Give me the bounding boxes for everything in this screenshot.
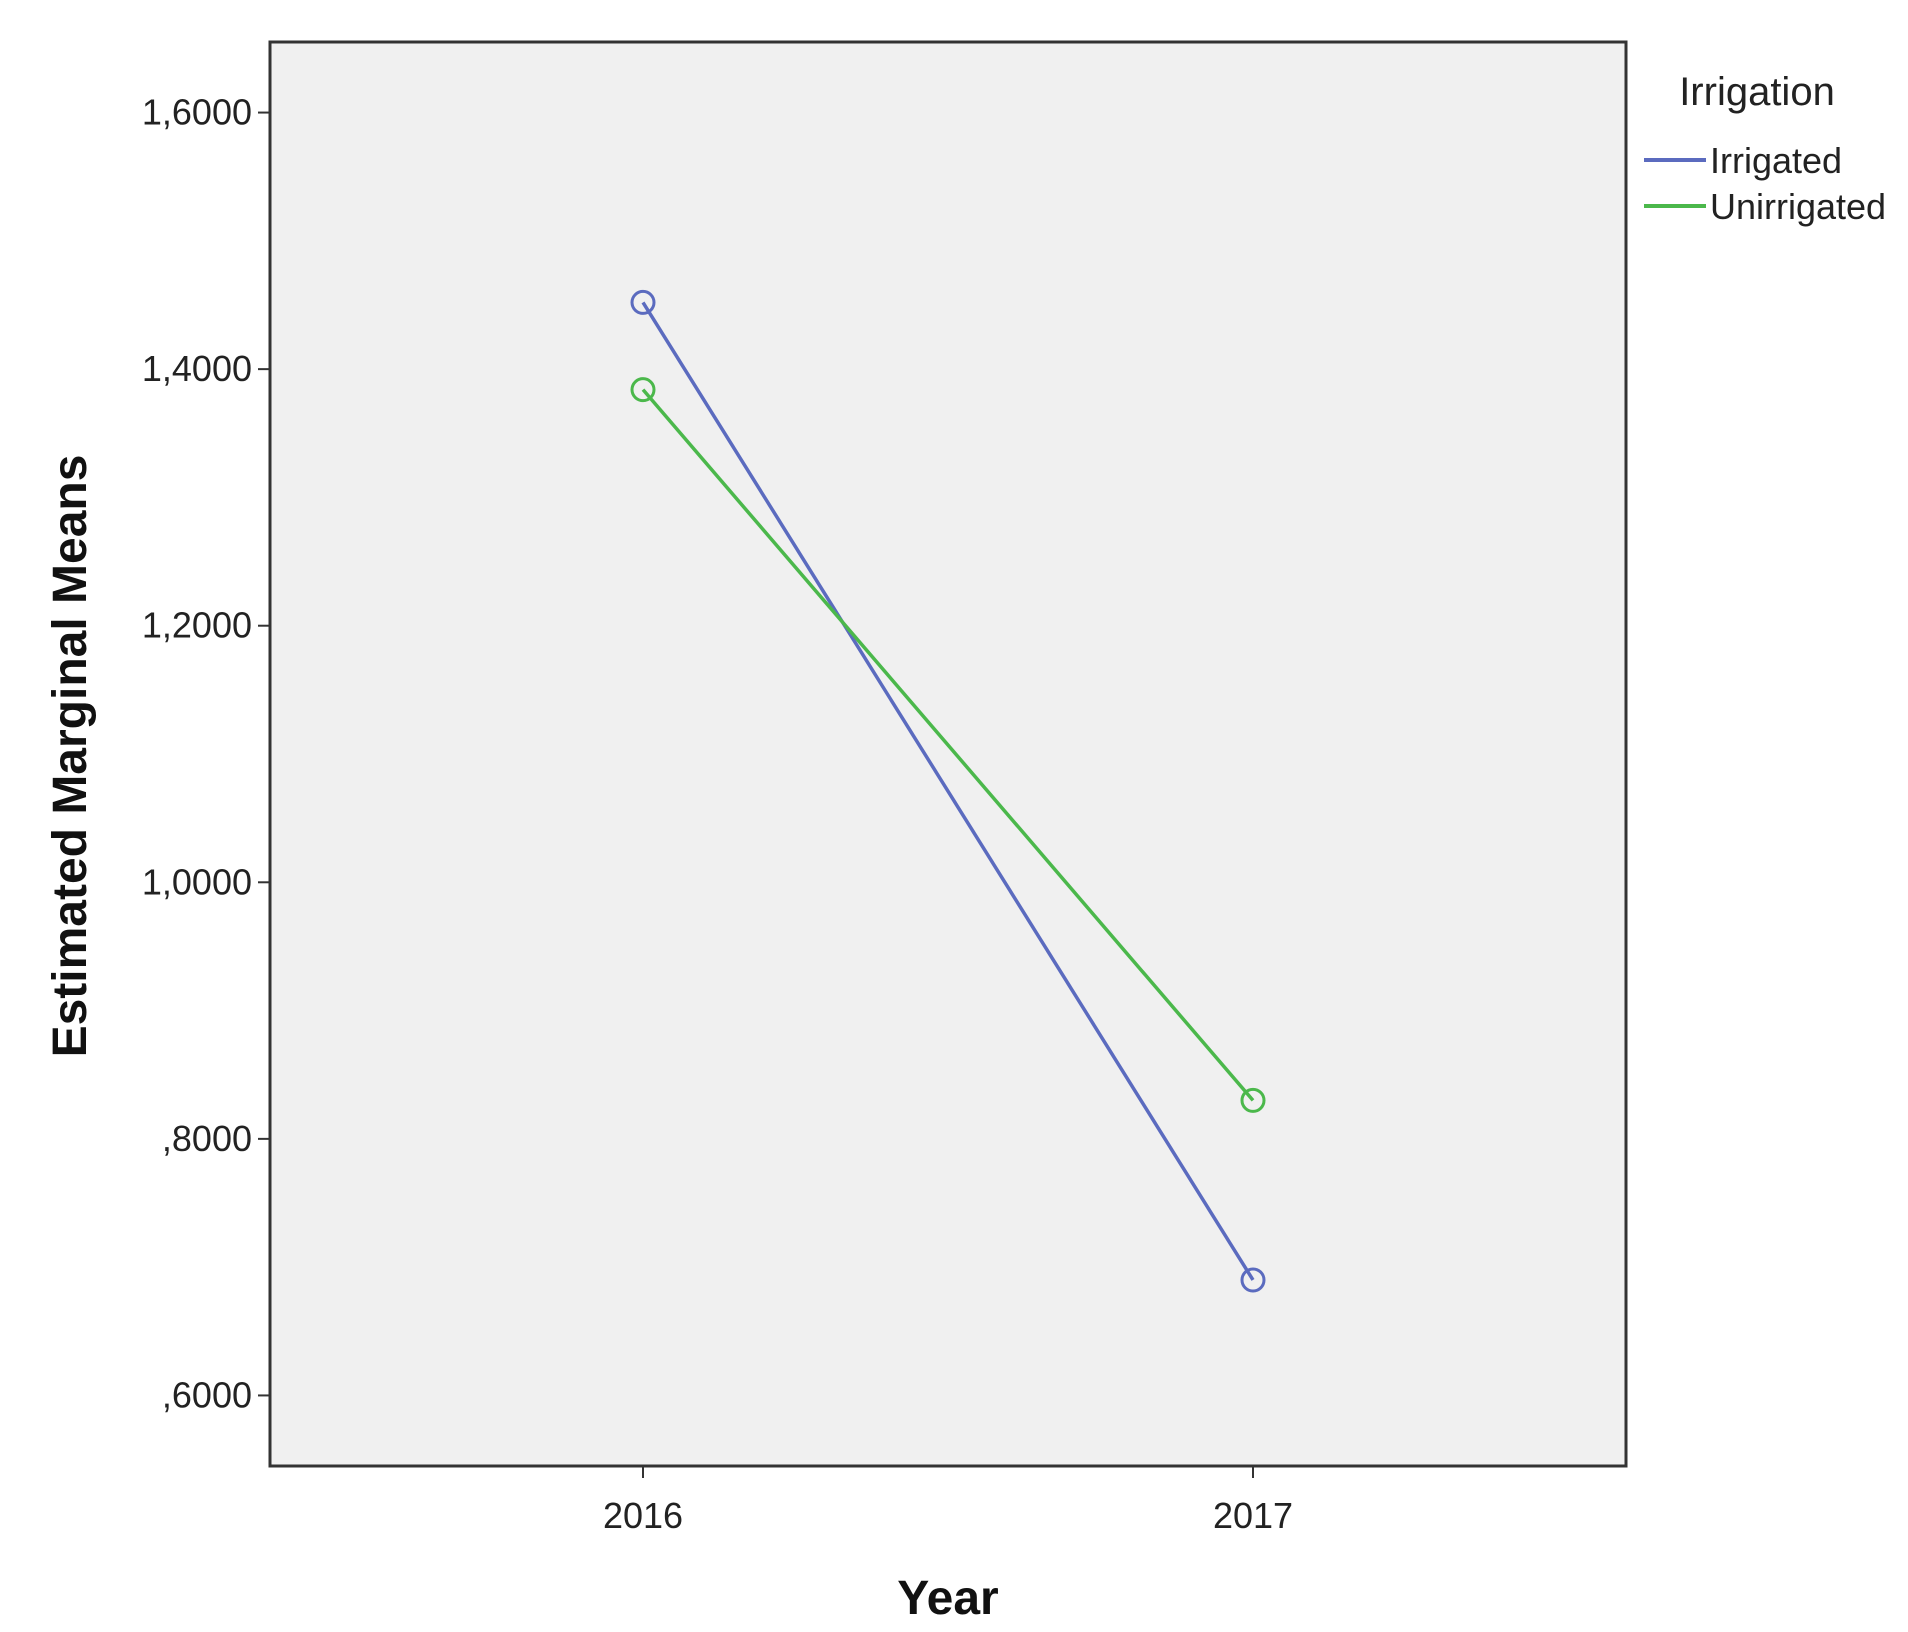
x-axis-title: Year <box>897 1572 998 1625</box>
series-line-unirrigated <box>641 388 1255 1102</box>
data-point-irrigated-2017 <box>1240 1267 1266 1293</box>
y-axis-title: Estimated Marginal Means <box>44 455 97 1058</box>
series-line-irrigated <box>641 301 1255 1281</box>
data-point-unirrigated-2016 <box>630 377 656 403</box>
y-tick-label: ,8000 <box>162 1118 252 1159</box>
y-tick-label: 1,2000 <box>142 605 252 646</box>
plot-area <box>268 40 1628 1468</box>
y-tick-label: 1,0000 <box>142 861 252 902</box>
legend: Irrigation Irrigated Unirrigated <box>1644 70 1886 227</box>
data-point-irrigated-2016 <box>630 289 656 315</box>
y-axis: ,6000 ,8000 1,0000 1,2000 1,4000 1,6000 <box>142 92 270 1415</box>
data-point-unirrigated-2017 <box>1240 1087 1266 1113</box>
y-tick-label: ,6000 <box>162 1374 252 1415</box>
x-tick-label: 2016 <box>603 1495 683 1536</box>
y-tick-label: 1,6000 <box>142 92 252 133</box>
legend-label-irrigated: Irrigated <box>1710 140 1842 181</box>
series-layer <box>630 289 1266 1293</box>
x-tick-label: 2017 <box>1213 1495 1293 1536</box>
legend-label-unirrigated: Unirrigated <box>1710 186 1886 227</box>
legend-title: Irrigation <box>1679 70 1835 114</box>
y-tick-label: 1,4000 <box>142 348 252 389</box>
x-axis: 2016 2017 <box>603 1466 1293 1536</box>
